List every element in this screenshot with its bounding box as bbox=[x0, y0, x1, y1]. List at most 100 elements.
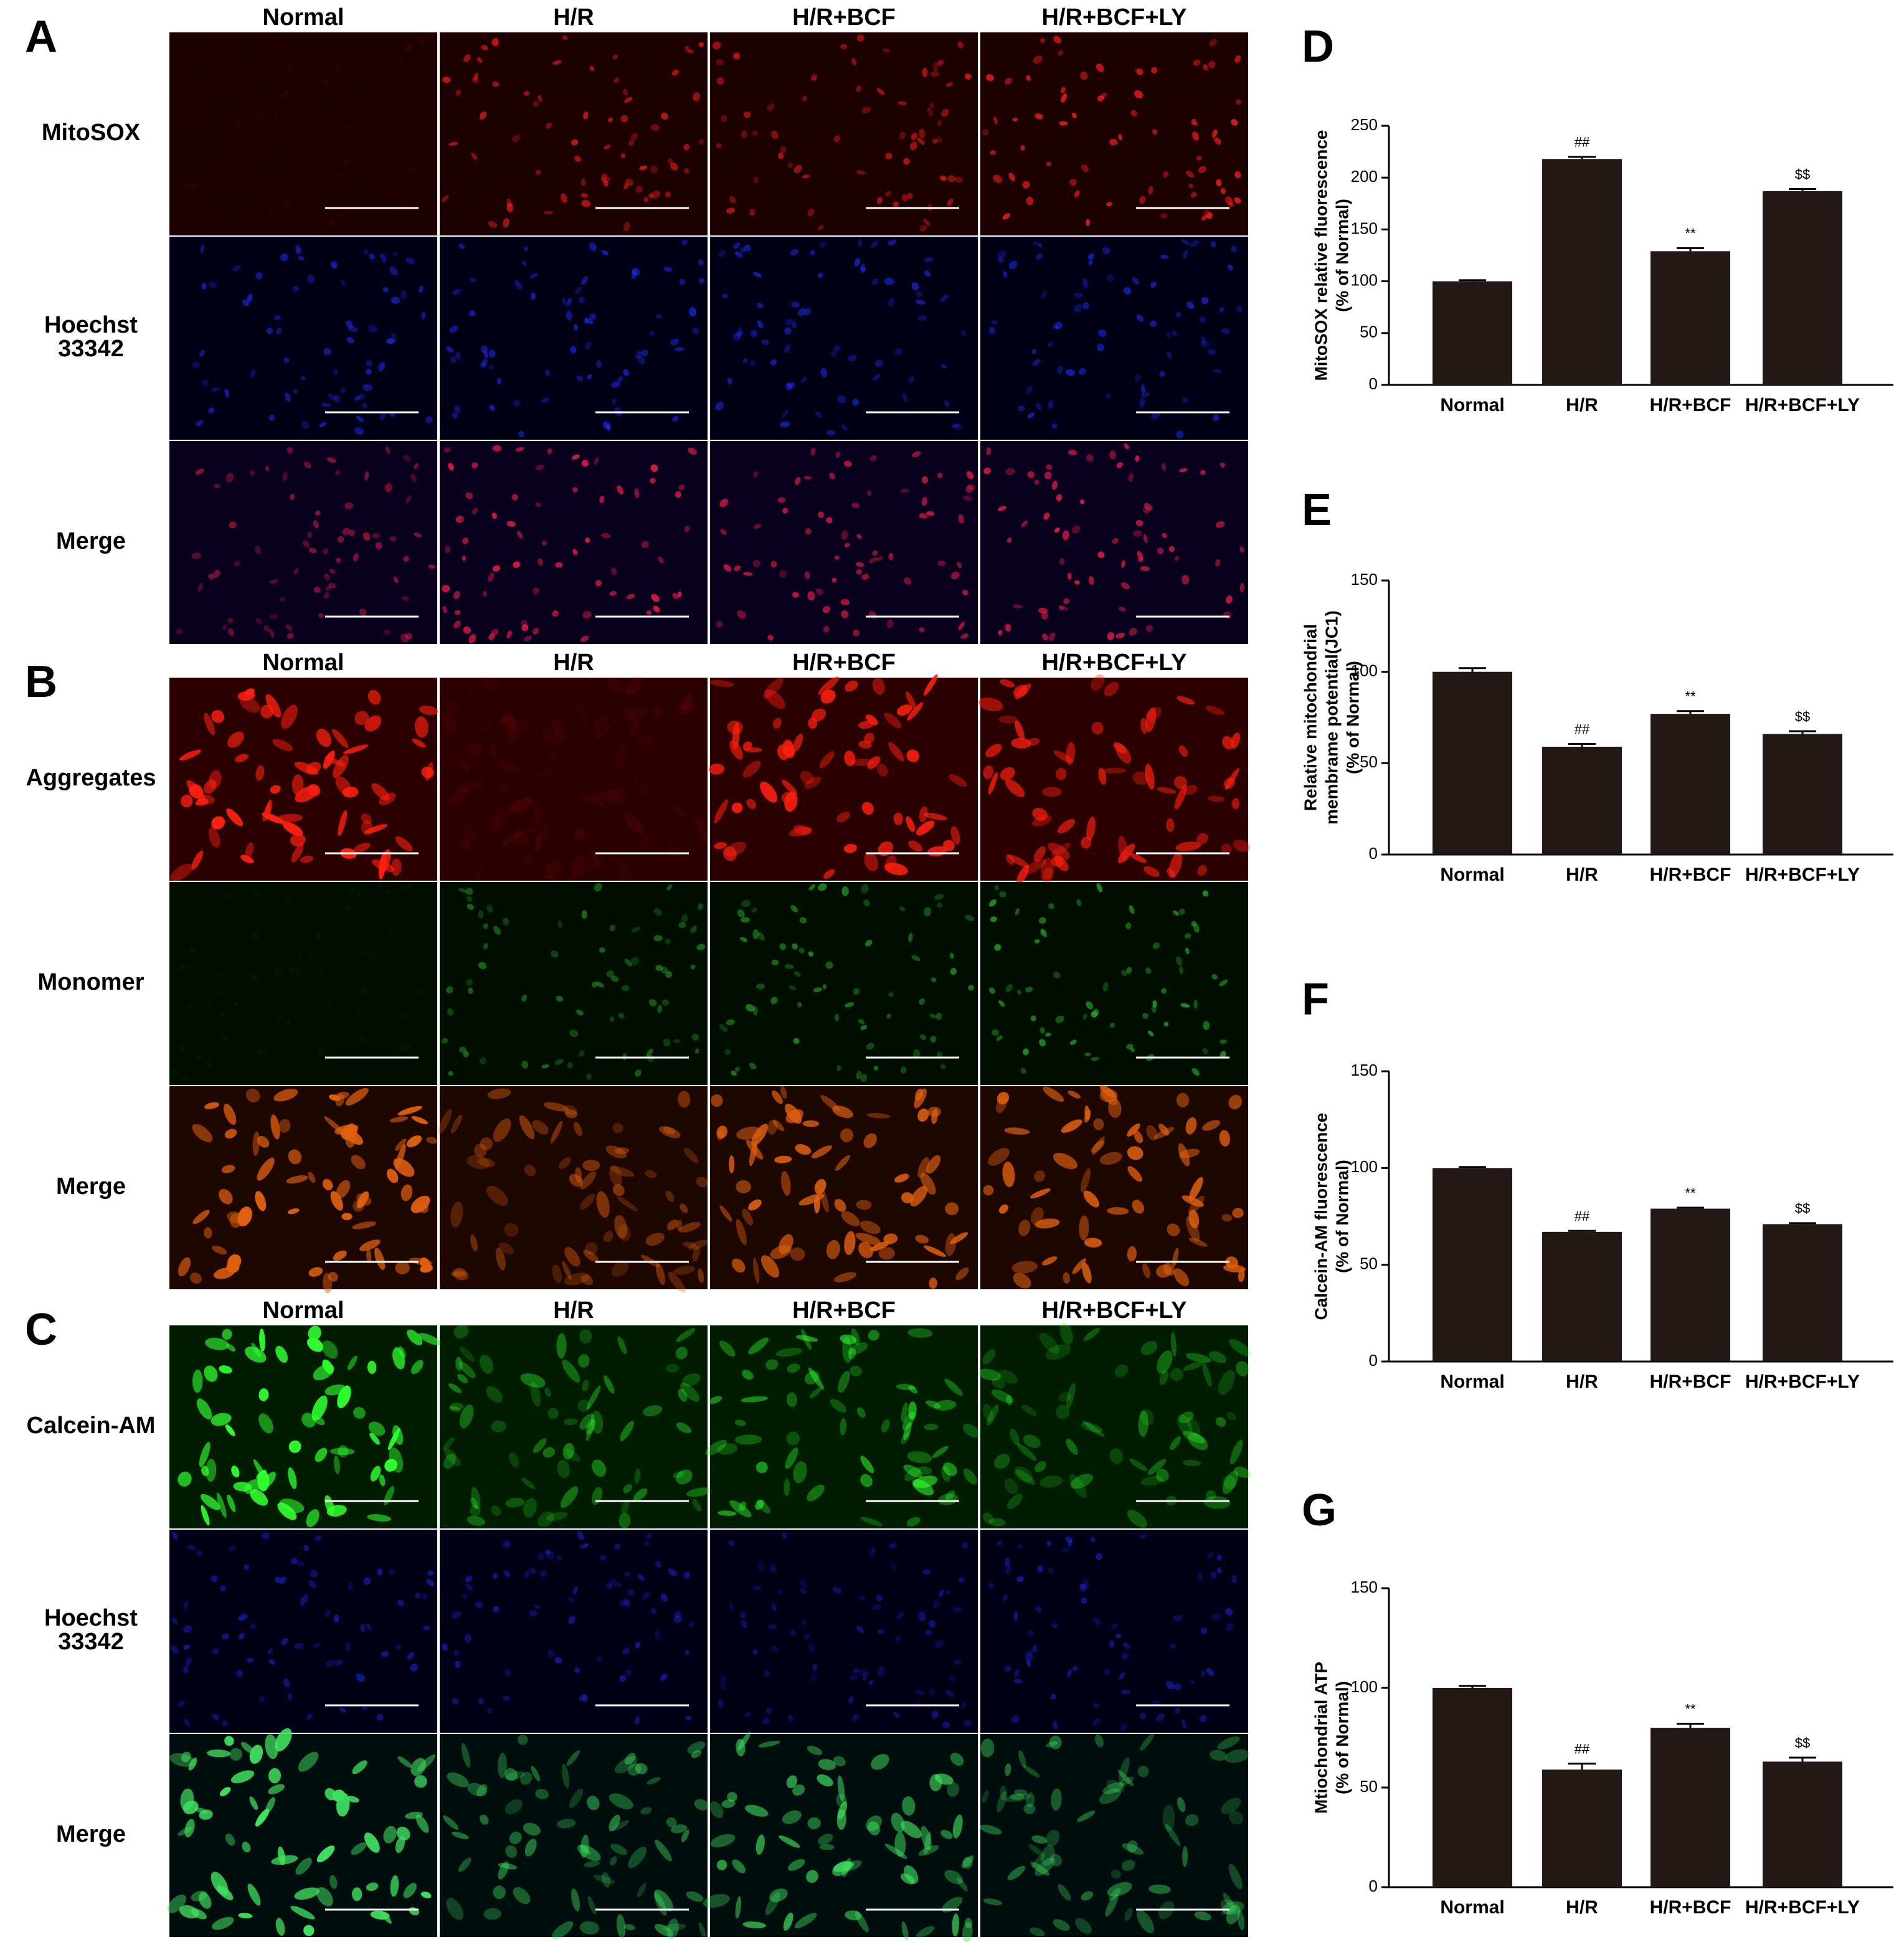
cell bbox=[1205, 705, 1225, 715]
cell bbox=[1124, 1908, 1133, 1921]
cell bbox=[841, 424, 848, 431]
cell bbox=[1086, 1001, 1094, 1010]
y-tick-label: 50 bbox=[1360, 1254, 1378, 1273]
cell bbox=[367, 325, 378, 333]
cell bbox=[463, 1051, 470, 1058]
cell bbox=[387, 338, 393, 344]
cell bbox=[595, 981, 604, 988]
cell bbox=[988, 1148, 1010, 1166]
cell bbox=[568, 1616, 575, 1625]
cell bbox=[464, 1634, 472, 1643]
cell bbox=[998, 1000, 1005, 1007]
cell bbox=[452, 1831, 469, 1839]
cell bbox=[819, 241, 826, 247]
cell bbox=[421, 766, 434, 779]
cell bbox=[672, 592, 680, 599]
cell bbox=[1227, 264, 1233, 271]
cell bbox=[684, 45, 690, 52]
cell bbox=[1222, 1901, 1244, 1915]
bar bbox=[1763, 191, 1842, 385]
cell bbox=[1027, 1630, 1035, 1636]
cell bbox=[640, 1807, 652, 1815]
cell bbox=[313, 519, 319, 529]
cell bbox=[590, 848, 599, 864]
cell bbox=[473, 73, 479, 80]
cell bbox=[544, 369, 551, 376]
cell bbox=[1018, 405, 1025, 412]
cell bbox=[844, 460, 852, 467]
cell bbox=[397, 1599, 404, 1607]
cell bbox=[792, 943, 798, 950]
cell bbox=[621, 985, 630, 992]
cell bbox=[395, 1644, 401, 1650]
cell bbox=[904, 1467, 921, 1481]
cell bbox=[346, 337, 354, 344]
cell bbox=[192, 361, 201, 369]
cell bbox=[224, 388, 230, 398]
cell bbox=[1224, 1749, 1249, 1763]
micrograph-tint bbox=[169, 1086, 437, 1289]
cell bbox=[565, 1449, 580, 1462]
cell bbox=[491, 38, 499, 46]
cell bbox=[595, 725, 611, 740]
cell bbox=[884, 191, 892, 196]
cell bbox=[610, 1844, 628, 1855]
cell bbox=[811, 73, 818, 81]
micrograph-tint bbox=[710, 32, 978, 235]
cell bbox=[514, 279, 519, 287]
cell bbox=[255, 765, 265, 781]
cell bbox=[352, 1760, 367, 1774]
cell bbox=[900, 1066, 907, 1074]
cell bbox=[1213, 414, 1220, 421]
cell bbox=[334, 1659, 343, 1666]
cell bbox=[1175, 311, 1182, 318]
cell bbox=[346, 1796, 359, 1803]
cell bbox=[447, 1772, 469, 1788]
cell bbox=[858, 741, 872, 749]
cell bbox=[343, 744, 369, 754]
cell bbox=[1079, 1583, 1087, 1591]
bar bbox=[1651, 251, 1730, 385]
cell bbox=[1182, 1845, 1188, 1867]
cell bbox=[752, 1006, 758, 1016]
cell bbox=[582, 1543, 589, 1548]
cell bbox=[564, 1418, 578, 1426]
cell bbox=[1027, 1649, 1033, 1656]
cell bbox=[692, 1246, 700, 1262]
micrograph-tint bbox=[980, 1734, 1248, 1937]
cell bbox=[1137, 1766, 1149, 1778]
cell bbox=[1182, 1431, 1206, 1444]
cell bbox=[780, 1171, 791, 1196]
cell bbox=[923, 218, 931, 226]
cell bbox=[804, 307, 812, 316]
cell bbox=[1190, 1679, 1195, 1685]
micrograph bbox=[710, 1086, 978, 1289]
cell bbox=[871, 278, 879, 285]
cell bbox=[883, 1233, 898, 1244]
cell bbox=[798, 947, 805, 954]
cell bbox=[805, 528, 812, 535]
cell bbox=[851, 1328, 860, 1345]
cell bbox=[488, 633, 495, 640]
cell bbox=[1234, 171, 1241, 179]
cell bbox=[514, 825, 521, 848]
cell bbox=[757, 1561, 765, 1571]
cell bbox=[596, 360, 602, 369]
cell bbox=[556, 1333, 567, 1359]
cell bbox=[684, 168, 689, 174]
cell bbox=[1202, 1048, 1208, 1054]
cell bbox=[612, 1184, 625, 1196]
cell bbox=[272, 739, 293, 751]
cell bbox=[446, 986, 453, 993]
cell bbox=[807, 1817, 821, 1829]
cell bbox=[580, 1171, 596, 1190]
cell bbox=[460, 1346, 475, 1362]
cell bbox=[650, 1608, 656, 1614]
cell bbox=[533, 100, 539, 107]
cell bbox=[1106, 202, 1112, 207]
cell bbox=[234, 121, 241, 130]
cell bbox=[504, 1570, 510, 1577]
cell bbox=[544, 859, 562, 879]
cell bbox=[646, 1533, 652, 1539]
cell bbox=[537, 1553, 545, 1561]
